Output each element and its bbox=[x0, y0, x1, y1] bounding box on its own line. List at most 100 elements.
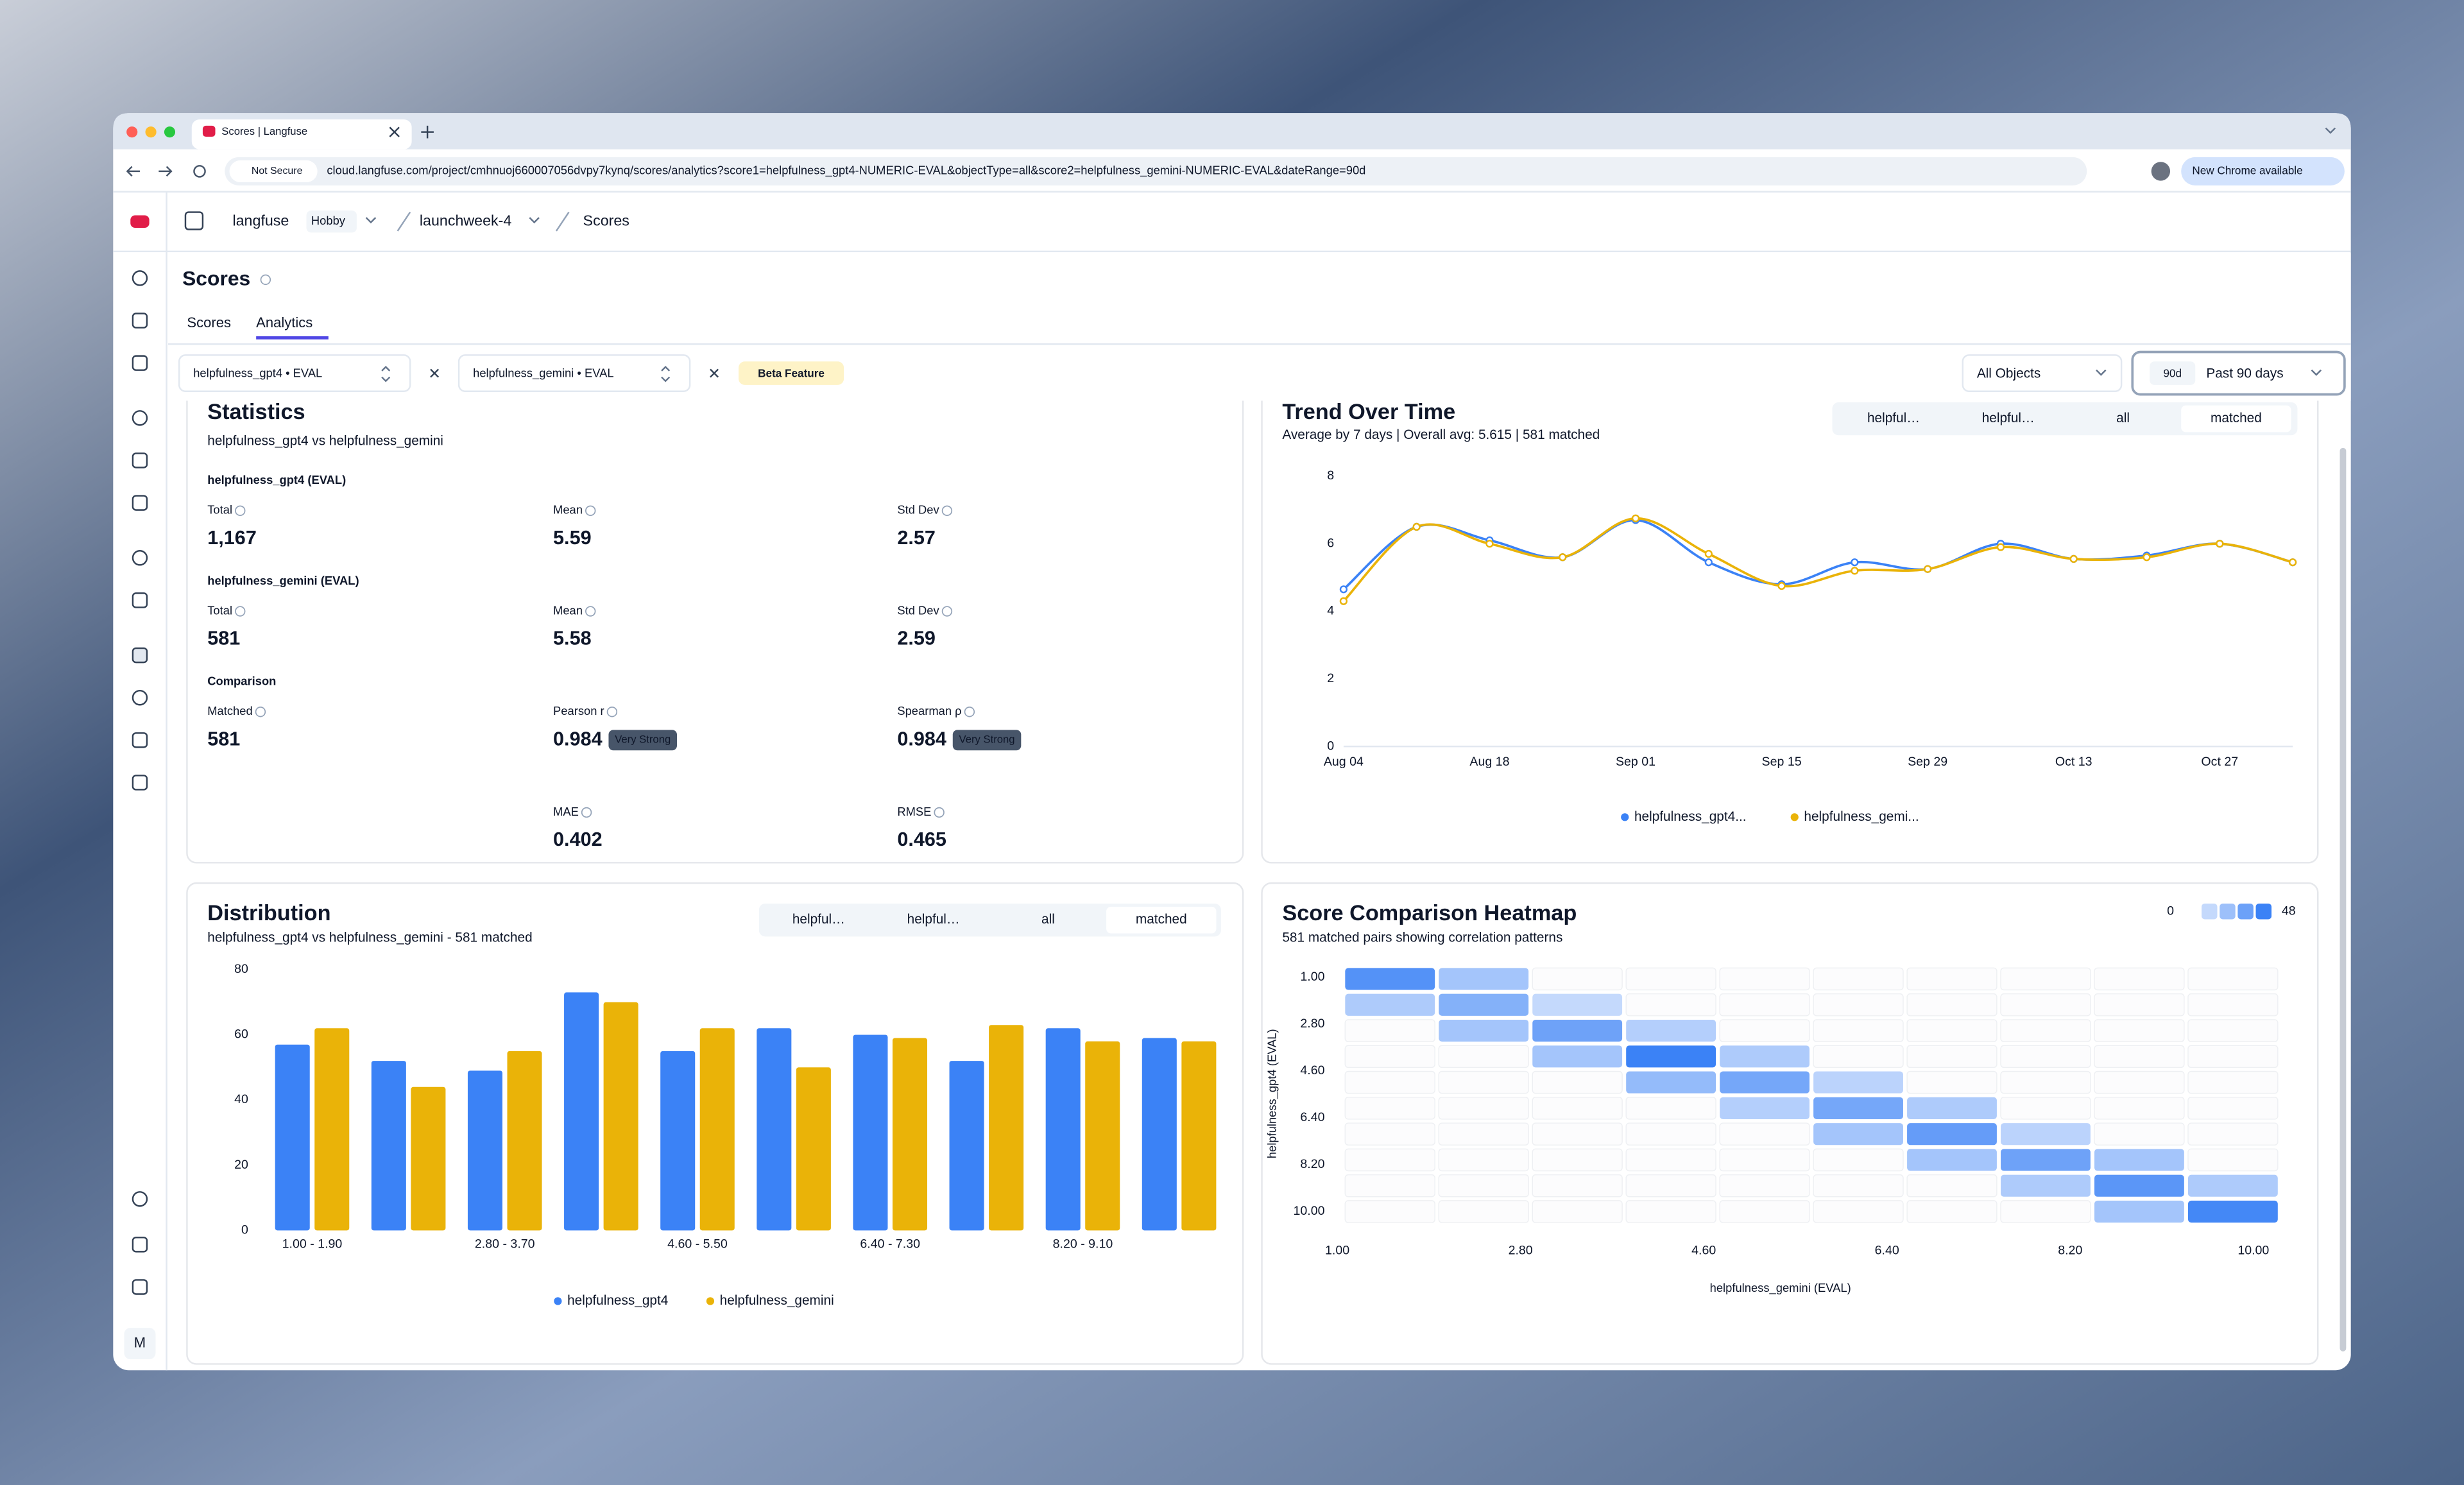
heatmap-cell[interactable] bbox=[1532, 1122, 1623, 1146]
heatmap-cell[interactable] bbox=[1439, 968, 1529, 990]
toggle-option[interactable]: helpful… bbox=[907, 912, 960, 927]
heatmap-cell[interactable] bbox=[1719, 1174, 1810, 1197]
heatmap-cell[interactable] bbox=[1532, 967, 1623, 991]
heatmap-cell[interactable] bbox=[1532, 1045, 1623, 1068]
breadcrumb-project[interactable]: launchweek-4 bbox=[420, 212, 512, 228]
heatmap-cell[interactable] bbox=[1532, 1148, 1623, 1172]
heatmap-cell[interactable] bbox=[2187, 1019, 2279, 1042]
update-button[interactable] bbox=[2181, 157, 2345, 185]
heatmap-cell[interactable] bbox=[2094, 1149, 2184, 1171]
sidebar-toggle[interactable] bbox=[184, 211, 204, 230]
toggle-option[interactable]: helpful… bbox=[1982, 411, 2035, 425]
heatmap-cell[interactable] bbox=[2094, 1045, 2185, 1069]
heatmap-cell[interactable] bbox=[1626, 1071, 1716, 1094]
heatmap-cell[interactable] bbox=[1813, 993, 1904, 1017]
heatmap-cell[interactable] bbox=[1907, 1097, 1997, 1119]
toggle-option[interactable]: helpful… bbox=[792, 912, 845, 927]
heatmap-cell[interactable] bbox=[1438, 1200, 1529, 1223]
heatmap-cell[interactable] bbox=[2094, 993, 2185, 1017]
heatmap-cell[interactable] bbox=[1906, 1019, 1998, 1042]
heatmap-cell[interactable] bbox=[1532, 1097, 1623, 1120]
heatmap-cell[interactable] bbox=[1813, 967, 1904, 991]
heatmap-cell[interactable] bbox=[1626, 1045, 1716, 1068]
heatmap-cell[interactable] bbox=[1344, 1174, 1435, 1197]
heatmap-cell[interactable] bbox=[1719, 1200, 1810, 1223]
heatmap-cell[interactable] bbox=[1906, 1200, 1998, 1223]
heatmap-cell[interactable] bbox=[1344, 1045, 1435, 1069]
heatmap-cell[interactable] bbox=[1813, 1019, 1904, 1042]
heatmap-cell[interactable] bbox=[1625, 1200, 1716, 1223]
heatmap-cell[interactable] bbox=[1439, 993, 1529, 1016]
heatmap-cell[interactable] bbox=[1720, 1045, 1810, 1068]
object-select[interactable] bbox=[1962, 354, 2123, 392]
heatmap-cell[interactable] bbox=[1345, 968, 1435, 990]
heatmap-cell[interactable] bbox=[2000, 967, 2091, 991]
heatmap-cell[interactable] bbox=[1720, 1097, 1810, 1119]
score1-select[interactable] bbox=[178, 354, 411, 392]
heatmap-cell[interactable] bbox=[1719, 1148, 1810, 1172]
heatmap-cell[interactable] bbox=[1907, 1149, 1997, 1171]
toggle-option[interactable]: helpful… bbox=[1867, 411, 1920, 425]
toggle-option[interactable]: all bbox=[1041, 912, 1055, 927]
heatmap-cell[interactable] bbox=[2187, 1045, 2279, 1069]
heatmap-cell[interactable] bbox=[2187, 1097, 2279, 1120]
heatmap-cell[interactable] bbox=[1345, 993, 1435, 1016]
heatmap-cell[interactable] bbox=[1625, 1148, 1716, 1172]
heatmap-cell[interactable] bbox=[1438, 1097, 1529, 1120]
heatmap-cell[interactable] bbox=[1532, 1200, 1623, 1223]
heatmap-cell[interactable] bbox=[1813, 1045, 1904, 1069]
user-avatar[interactable] bbox=[124, 1328, 156, 1360]
heatmap-cell[interactable] bbox=[1813, 1200, 1904, 1223]
heatmap-cell[interactable] bbox=[1344, 1122, 1435, 1146]
heatmap-cell[interactable] bbox=[2094, 1174, 2184, 1197]
heatmap-cell[interactable] bbox=[2187, 993, 2279, 1017]
toggle-option[interactable]: matched bbox=[1136, 912, 1187, 927]
page-tab[interactable]: Scores bbox=[187, 314, 231, 330]
heatmap-cell[interactable] bbox=[1907, 1123, 1997, 1146]
heatmap-cell[interactable] bbox=[1906, 1174, 1998, 1197]
address-bar[interactable] bbox=[225, 157, 2087, 185]
heatmap-cell[interactable] bbox=[1906, 967, 1998, 991]
heatmap-cell[interactable] bbox=[1438, 1070, 1529, 1094]
heatmap-cell[interactable] bbox=[1813, 1097, 1903, 1119]
heatmap-cell[interactable] bbox=[2000, 1070, 2091, 1094]
heatmap-cell[interactable] bbox=[1532, 1174, 1623, 1197]
heatmap-cell[interactable] bbox=[2187, 1070, 2279, 1094]
toggle-option[interactable]: matched bbox=[2211, 411, 2262, 425]
breadcrumb-org[interactable]: langfuse bbox=[232, 212, 289, 228]
heatmap-cell[interactable] bbox=[2187, 1122, 2279, 1146]
heatmap-cell[interactable] bbox=[1438, 1122, 1529, 1146]
heatmap-cell[interactable] bbox=[1532, 1019, 1623, 1042]
heatmap-cell[interactable] bbox=[2094, 1019, 2185, 1042]
heatmap-cell[interactable] bbox=[1439, 1019, 1529, 1042]
heatmap-cell[interactable] bbox=[1719, 1122, 1810, 1146]
heatmap-cell[interactable] bbox=[2000, 993, 2091, 1017]
heatmap-cell[interactable] bbox=[1813, 1123, 1903, 1146]
heatmap-cell[interactable] bbox=[2094, 1122, 2185, 1146]
heatmap-cell[interactable] bbox=[2094, 1200, 2184, 1223]
heatmap-cell[interactable] bbox=[1625, 1174, 1716, 1197]
page-tab[interactable]: Analytics bbox=[256, 314, 312, 330]
heatmap-cell[interactable] bbox=[1438, 1148, 1529, 1172]
heatmap-cell[interactable] bbox=[1719, 1019, 1810, 1042]
heatmap-cell[interactable] bbox=[2000, 1200, 2091, 1223]
heatmap-cell[interactable] bbox=[1906, 993, 1998, 1017]
heatmap-cell[interactable] bbox=[1344, 1200, 1435, 1223]
toggle-option[interactable]: all bbox=[2116, 411, 2130, 425]
heatmap-cell[interactable] bbox=[1719, 967, 1810, 991]
heatmap-cell[interactable] bbox=[1813, 1148, 1904, 1172]
heatmap-cell[interactable] bbox=[2001, 1123, 2091, 1146]
heatmap-cell[interactable] bbox=[2000, 1097, 2091, 1120]
heatmap-cell[interactable] bbox=[1626, 1019, 1716, 1042]
heatmap-cell[interactable] bbox=[1344, 1097, 1435, 1120]
heatmap-cell[interactable] bbox=[2000, 1045, 2091, 1069]
heatmap-cell[interactable] bbox=[2094, 1097, 2185, 1120]
heatmap-cell[interactable] bbox=[1719, 993, 1810, 1017]
heatmap-cell[interactable] bbox=[1906, 1070, 1998, 1094]
heatmap-cell[interactable] bbox=[1438, 1174, 1529, 1197]
heatmap-cell[interactable] bbox=[2094, 1070, 2185, 1094]
heatmap-cell[interactable] bbox=[1438, 1045, 1529, 1069]
score2-select[interactable] bbox=[458, 354, 691, 392]
heatmap-cell[interactable] bbox=[1625, 967, 1716, 991]
heatmap-cell[interactable] bbox=[1720, 1071, 1810, 1094]
